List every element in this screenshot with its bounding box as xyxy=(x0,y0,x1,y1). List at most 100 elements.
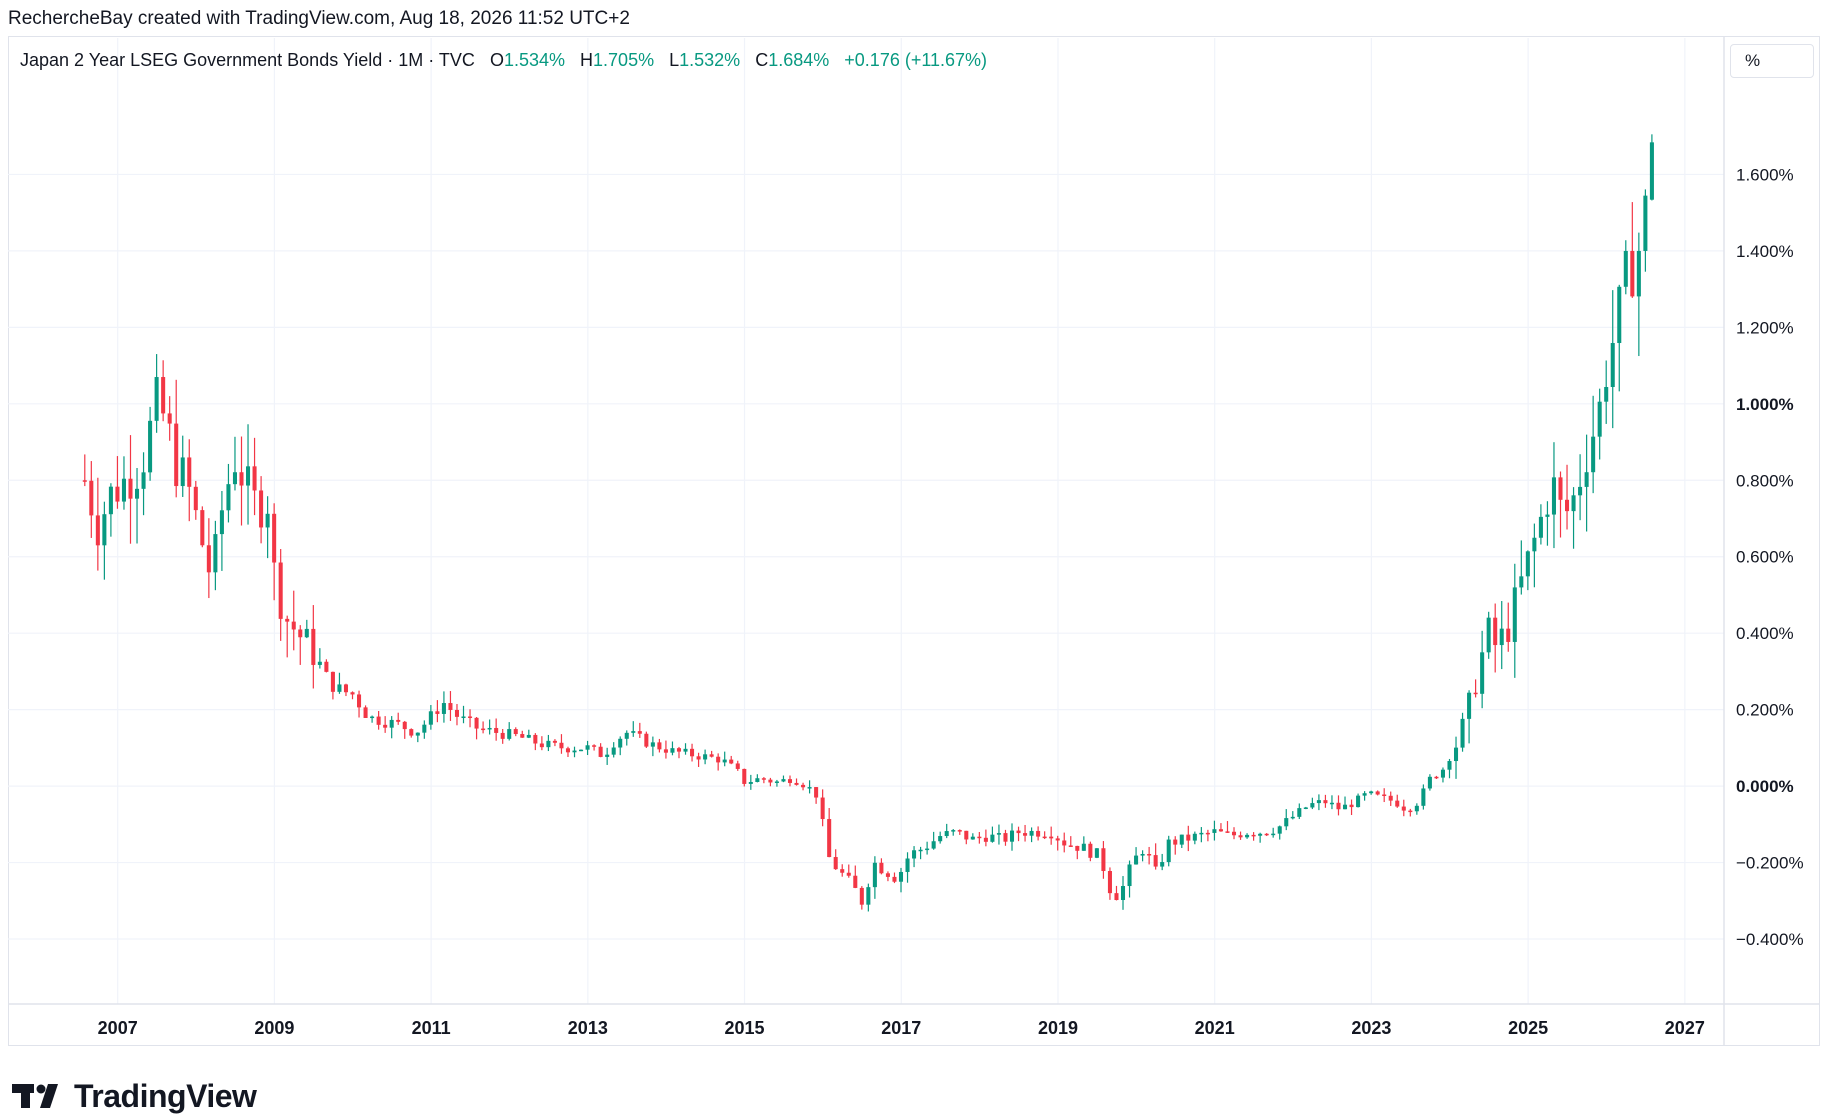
candle-body xyxy=(265,513,270,528)
candle-body xyxy=(415,732,420,736)
candle-body xyxy=(1153,855,1158,867)
close-value: 1.684% xyxy=(768,50,830,70)
candle-body xyxy=(226,484,231,511)
open-label: O xyxy=(489,50,504,70)
candle-body xyxy=(1473,692,1478,695)
candle-body xyxy=(1134,855,1139,865)
candle-body xyxy=(135,488,140,499)
candle-body xyxy=(1329,802,1334,805)
candle-body xyxy=(990,834,995,842)
x-tick-label: 2019 xyxy=(1038,1018,1078,1038)
candle-body xyxy=(206,545,211,573)
candle-body xyxy=(1120,886,1126,901)
candle-body xyxy=(1427,776,1432,789)
candle-body xyxy=(1604,387,1609,402)
candle-body xyxy=(1251,834,1256,837)
candle-body xyxy=(716,756,721,763)
candle-body xyxy=(1042,836,1047,839)
candle-body xyxy=(95,515,100,546)
candle-body xyxy=(487,727,492,730)
price-scale-unit-button[interactable]: % xyxy=(1730,44,1814,78)
candle-body xyxy=(1447,761,1452,770)
candle-body xyxy=(1336,802,1341,810)
candle-body xyxy=(1068,845,1073,847)
y-tick-label: 0.000% xyxy=(1736,777,1794,796)
candle-body xyxy=(200,510,205,546)
candle-body xyxy=(1597,401,1602,437)
candle-body xyxy=(598,746,603,757)
candle-body xyxy=(219,510,224,535)
candle-body xyxy=(827,819,832,858)
candle-body xyxy=(115,486,120,502)
candle-body xyxy=(559,742,564,749)
candle-body xyxy=(454,709,460,717)
candle-body xyxy=(213,534,218,573)
candle-body xyxy=(546,740,551,748)
grid-lines xyxy=(8,38,1724,1004)
x-tick-label: 2013 xyxy=(568,1018,608,1038)
candle-body xyxy=(892,876,897,882)
candle-body xyxy=(167,413,172,424)
candle-body xyxy=(89,480,94,516)
x-tick-label: 2017 xyxy=(881,1018,921,1038)
x-tick-label: 2009 xyxy=(254,1018,294,1038)
candle-body xyxy=(435,711,440,714)
candle-body xyxy=(703,754,708,760)
candle-body xyxy=(513,729,518,735)
candle-body xyxy=(552,740,557,743)
candle-body xyxy=(1408,810,1413,813)
y-tick-label: 1.000% xyxy=(1736,395,1794,414)
candle-body xyxy=(1375,791,1380,795)
candle-body xyxy=(618,738,623,748)
candle-body xyxy=(774,781,779,783)
candle-body xyxy=(102,514,107,546)
candle-body xyxy=(833,857,838,870)
candle-body xyxy=(383,724,388,728)
candle-body xyxy=(846,872,851,876)
candle-body xyxy=(291,621,296,630)
candle-body xyxy=(735,763,740,769)
footer-logo[interactable]: TradingView xyxy=(12,1076,257,1116)
candle-body xyxy=(1271,833,1276,836)
candle-body xyxy=(82,480,87,482)
candle-body xyxy=(1453,747,1459,762)
x-tick-label: 2023 xyxy=(1351,1018,1391,1038)
candle-body xyxy=(448,703,453,710)
candle-body xyxy=(239,472,244,486)
candle-body xyxy=(1649,142,1654,200)
candle-body xyxy=(1264,833,1269,836)
candle-body xyxy=(285,618,290,622)
candle-body xyxy=(481,728,486,731)
candle-body xyxy=(500,732,505,739)
candle-body xyxy=(396,719,401,722)
candle-body xyxy=(1049,836,1054,839)
candle-body xyxy=(317,661,322,665)
candle-body xyxy=(820,797,825,820)
candle-body xyxy=(996,833,1001,835)
candle-body xyxy=(1519,576,1524,588)
y-tick-label: 1.400% xyxy=(1736,242,1794,261)
symbol-title[interactable]: Japan 2 Year LSEG Government Bonds Yield… xyxy=(20,50,475,70)
candle-body xyxy=(1212,829,1217,833)
candle-body xyxy=(1362,793,1367,796)
candle-body xyxy=(311,628,316,665)
candle-body xyxy=(1486,617,1491,653)
candle-body xyxy=(931,841,936,849)
y-tick-label: −0.400% xyxy=(1736,930,1804,949)
candle-body xyxy=(1003,833,1008,842)
candle-body xyxy=(363,707,368,718)
candle-body xyxy=(1636,250,1641,297)
candle-body xyxy=(1388,795,1393,801)
candle-body xyxy=(330,671,335,692)
candle-body xyxy=(1186,834,1191,841)
candle-body xyxy=(663,749,668,753)
tradingview-logo-icon xyxy=(12,1084,58,1108)
candle-body xyxy=(1009,830,1015,842)
candle-body xyxy=(1173,839,1178,845)
candle-body xyxy=(957,830,962,832)
candle-body xyxy=(1245,834,1250,838)
candle-body xyxy=(572,750,577,753)
candle-body xyxy=(840,869,845,873)
candle-body xyxy=(787,779,793,783)
